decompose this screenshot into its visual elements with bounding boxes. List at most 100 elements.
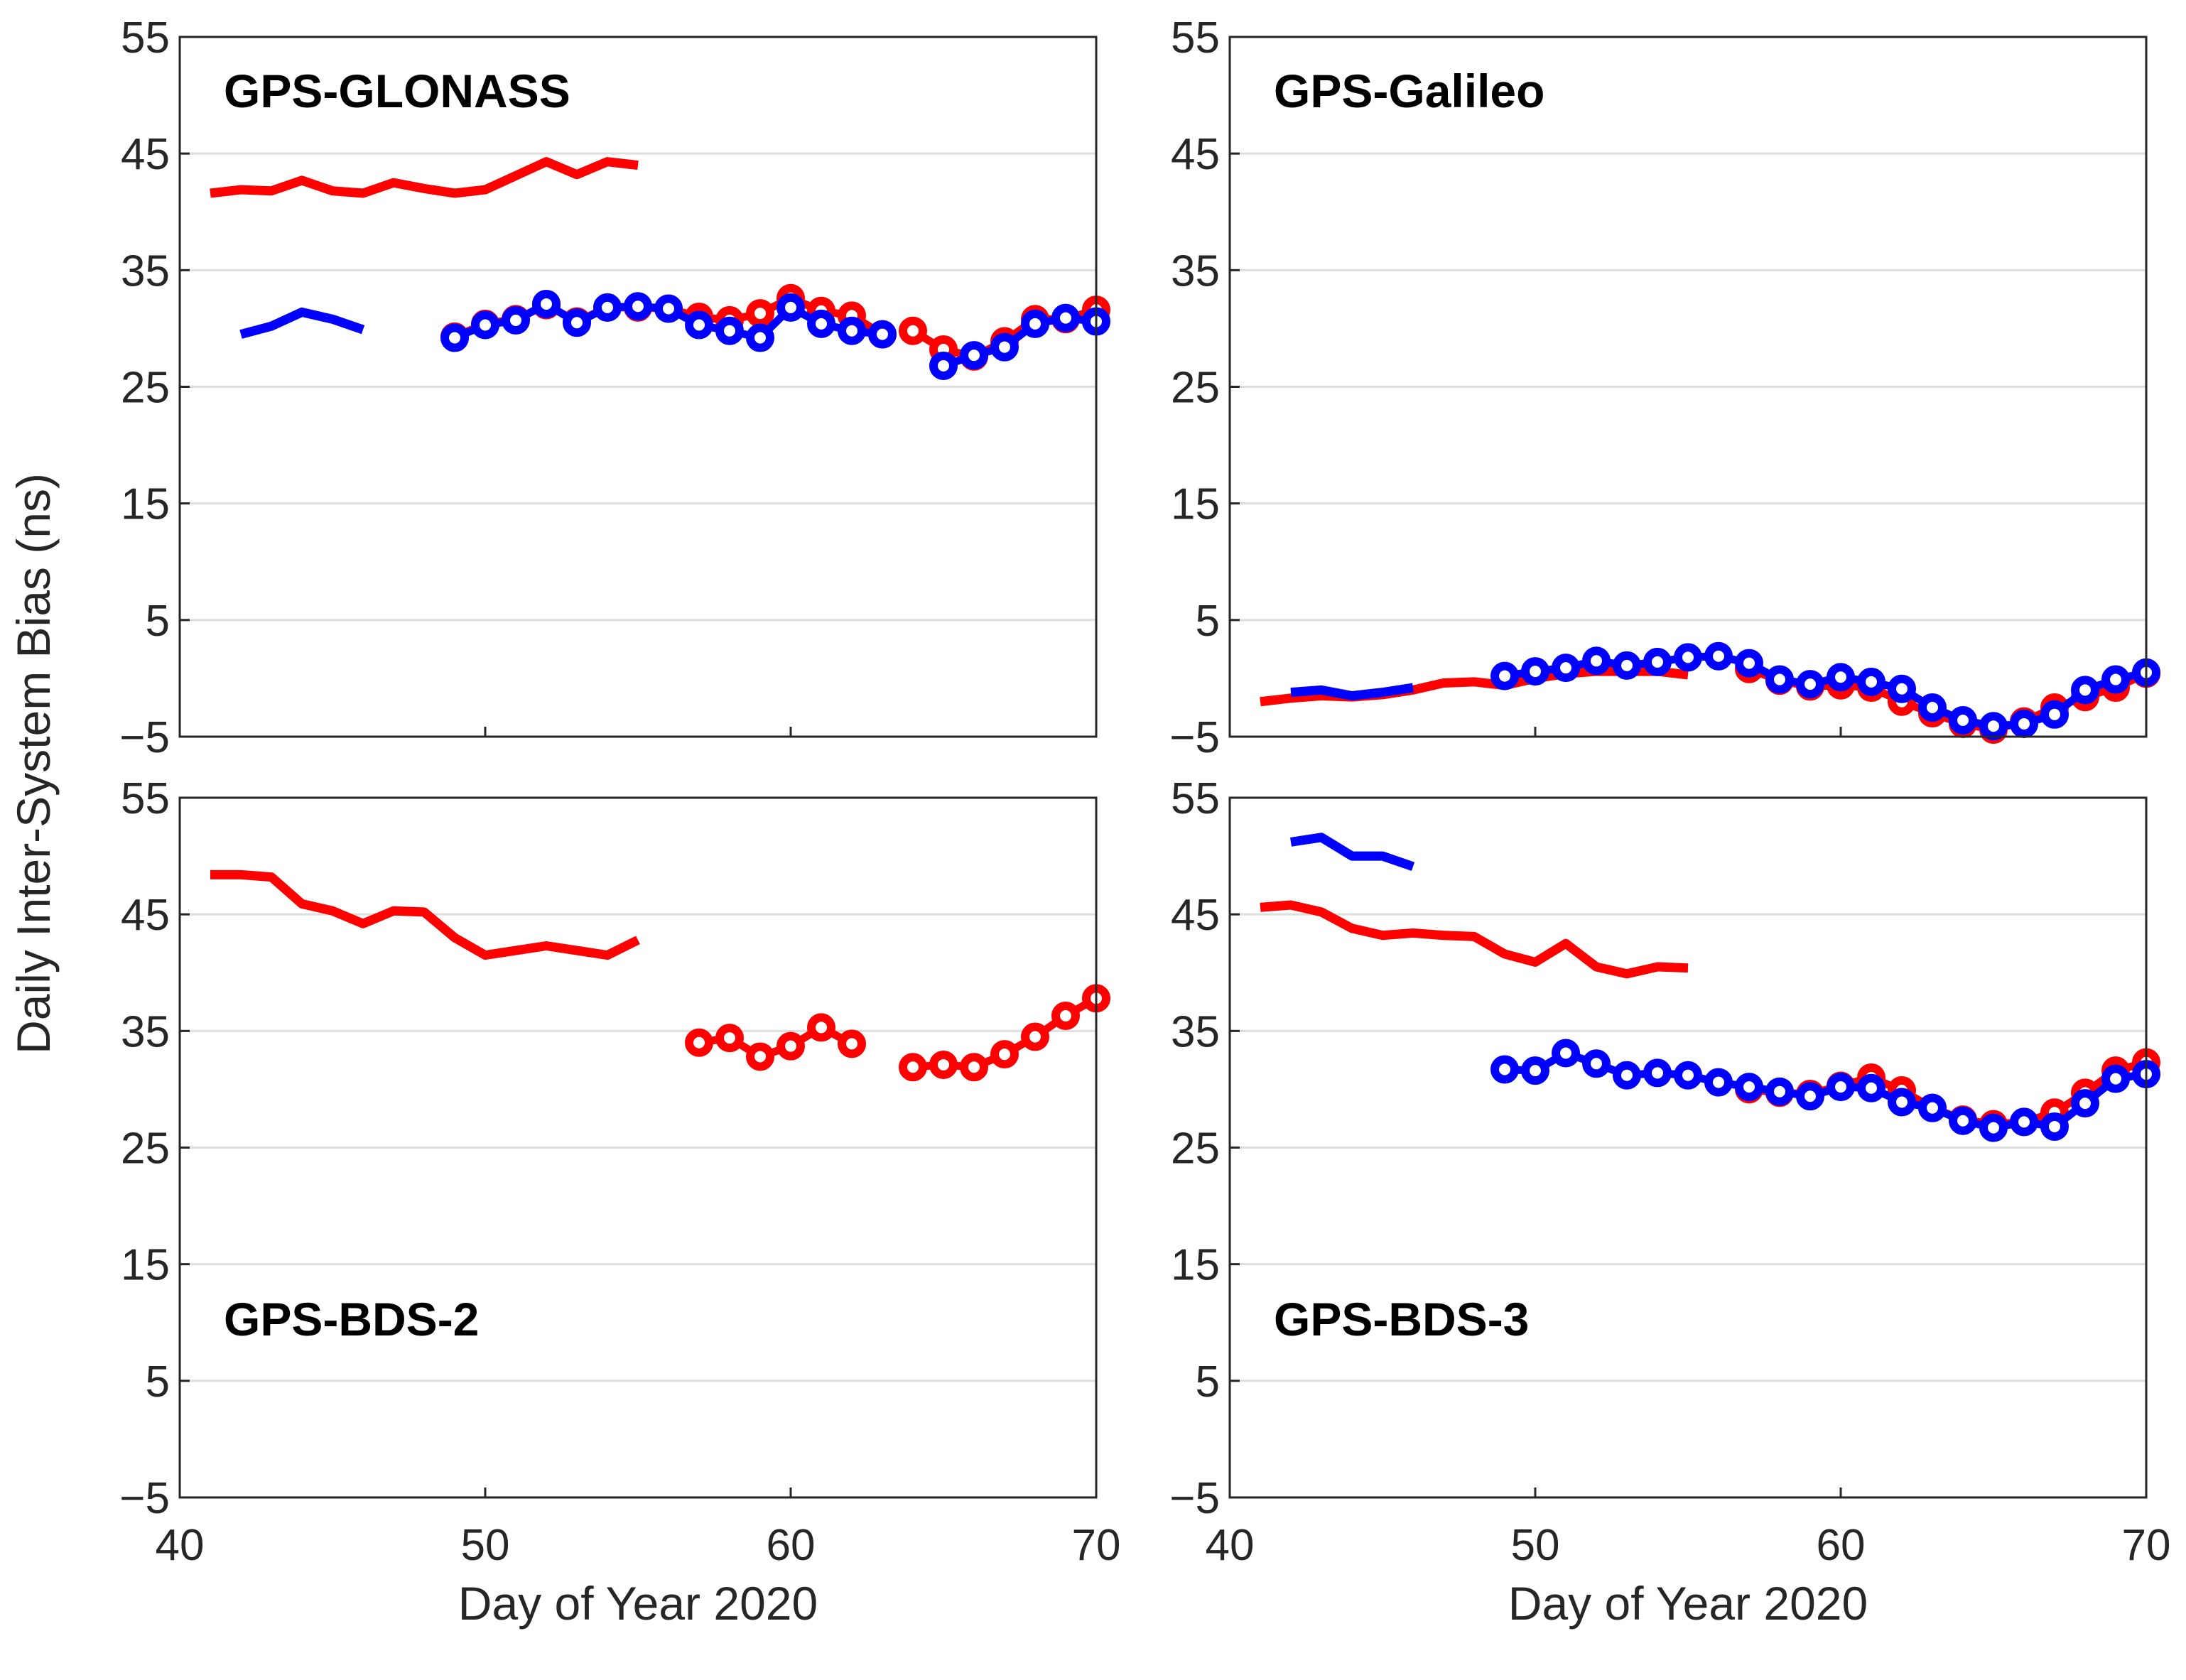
y-tick-label: 25 <box>121 1124 170 1174</box>
ticks: −5 5 15 25 35 45 55 <box>1169 13 2148 762</box>
data-point-blue <box>471 310 499 340</box>
data-point-blue <box>807 309 835 338</box>
panel-title: GPS-BDS-2 <box>224 1293 479 1345</box>
panel-gps-glonass: −5 5 15 25 35 45 55 GPS-GLONASS <box>119 13 1110 762</box>
data-point-blue <box>1857 1073 1885 1102</box>
grid-lines <box>1230 913 2146 1382</box>
y-tick-label: 55 <box>121 13 170 63</box>
y-tick-label: 15 <box>1171 1241 1220 1290</box>
x-axis-title-right: Day of Year 2020 <box>1508 1577 1868 1630</box>
data-point-blue <box>2010 1107 2038 1137</box>
data-point-blue <box>2010 709 2038 738</box>
data-point-blue <box>1674 1061 1702 1090</box>
data-point-blue <box>1643 647 1672 676</box>
data-point-blue <box>2071 676 2099 705</box>
data-point-red <box>807 1013 835 1042</box>
series-line-red <box>1260 900 1689 979</box>
x-axis-title-left: Day of Year 2020 <box>458 1577 818 1630</box>
data-point-blue <box>1552 1039 1580 1068</box>
data-point-blue <box>838 316 866 345</box>
y-tick-label: 45 <box>1171 891 1220 940</box>
data-point-blue <box>563 308 591 337</box>
data-point-blue <box>1674 643 1702 672</box>
data-point-blue <box>1949 706 1977 735</box>
data-point-blue <box>1735 1073 1763 1102</box>
y-tick-label: 5 <box>1196 597 1220 646</box>
data-point-blue <box>990 332 1019 362</box>
y-tick-label: 35 <box>1171 246 1220 296</box>
y-tick-label: −5 <box>1169 713 1220 762</box>
y-tick-label: 15 <box>121 480 170 529</box>
y-tick-label: 25 <box>121 364 170 413</box>
grid-lines <box>180 913 1096 1382</box>
series-line-red <box>210 869 640 960</box>
panel-gps-galileo: −5 5 15 25 35 45 55 GPS-Galileo <box>1169 13 2160 762</box>
data-point-blue <box>715 316 744 345</box>
data-point-blue <box>1051 303 1080 332</box>
data-point-blue <box>1704 641 1733 671</box>
data-point-red <box>777 1031 805 1061</box>
data-point-blue <box>2101 1064 2130 1093</box>
y-tick-label: −5 <box>119 713 170 762</box>
data-point-blue <box>532 289 561 318</box>
data-point-blue <box>929 351 958 380</box>
x-tick-label: 50 <box>1511 1521 1560 1570</box>
data-point-blue <box>2071 1089 2099 1118</box>
y-tick-label: 35 <box>121 1007 170 1056</box>
data-point-blue <box>1021 309 1049 338</box>
data-point-blue <box>1949 1106 1977 1135</box>
panel-gps-bds-2: −5 5 15 25 35 45 55 40 50 60 70 GPS-BDS-2 <box>119 774 1120 1570</box>
data-point-blue <box>1827 663 1855 692</box>
data-point-blue <box>746 323 774 352</box>
data-point-blue <box>654 294 683 323</box>
data-point-blue <box>1765 1077 1794 1106</box>
data-point-blue <box>1643 1058 1672 1088</box>
series-layer <box>1260 641 2160 744</box>
series-layer <box>1260 833 2160 1142</box>
y-tick-label: 15 <box>121 1241 170 1290</box>
data-point-blue <box>593 293 622 322</box>
x-tick-label: 40 <box>156 1521 205 1570</box>
panel-title: GPS-Galileo <box>1274 65 1544 117</box>
y-tick-label: 55 <box>1171 774 1220 823</box>
data-point-blue <box>1918 1093 1947 1122</box>
data-point-blue <box>1827 1073 1855 1102</box>
x-tick-label: 40 <box>1206 1521 1255 1570</box>
grid-lines <box>1230 152 2146 622</box>
data-point-blue <box>1796 670 1824 699</box>
x-tick-label: 60 <box>767 1521 816 1570</box>
y-tick-label: 5 <box>1196 1357 1220 1407</box>
data-point-blue <box>960 341 988 370</box>
data-point-blue <box>1735 649 1763 678</box>
series-line-blue <box>239 307 365 339</box>
data-point-red <box>1051 1001 1080 1030</box>
y-tick-label: 45 <box>121 130 170 179</box>
data-point-blue <box>1704 1068 1733 1097</box>
data-point-blue <box>1888 674 1916 703</box>
series-line-blue <box>1504 1049 2147 1132</box>
data-point-red <box>1021 1022 1049 1051</box>
data-point-blue <box>1490 661 1519 690</box>
data-point-blue <box>1521 1056 1549 1085</box>
y-tick-label: −5 <box>1169 1474 1220 1523</box>
x-tick-label: 60 <box>1817 1521 1866 1570</box>
data-point-red <box>838 1029 866 1058</box>
y-tick-label: 55 <box>121 774 170 823</box>
data-point-red <box>746 299 774 328</box>
data-point-blue <box>1979 712 2008 741</box>
y-tick-label: 45 <box>1171 130 1220 179</box>
data-point-blue <box>685 310 713 340</box>
data-point-red <box>960 1053 988 1082</box>
data-point-blue <box>1613 1061 1641 1090</box>
data-point-blue <box>777 293 805 322</box>
data-point-blue <box>1582 646 1611 676</box>
y-tick-label: 25 <box>1171 364 1220 413</box>
ticks: −5 5 15 25 35 45 55 40 50 60 70 <box>1169 774 2170 1570</box>
data-point-red <box>899 316 927 345</box>
y-tick-label: −5 <box>119 1474 170 1523</box>
data-point-blue <box>1552 654 1580 683</box>
x-tick-label: 70 <box>2122 1521 2171 1570</box>
data-point-blue <box>2040 1112 2069 1141</box>
